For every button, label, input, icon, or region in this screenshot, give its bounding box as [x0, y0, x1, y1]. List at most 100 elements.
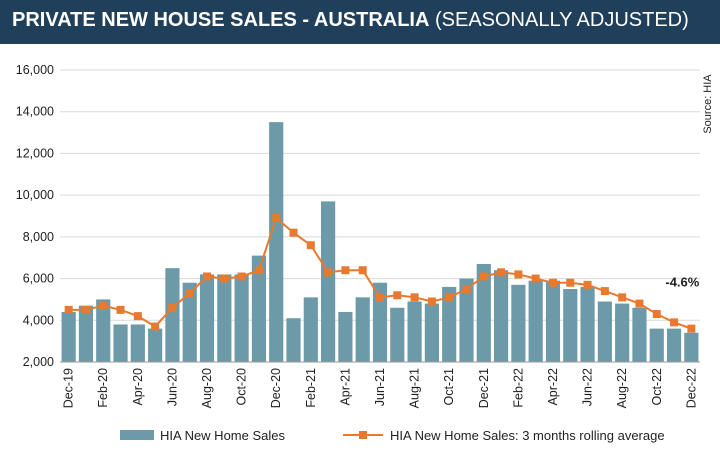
line-marker	[99, 301, 108, 310]
bar	[113, 324, 128, 362]
legend-swatch-marker	[359, 431, 367, 439]
line-marker	[272, 214, 281, 223]
line-marker	[600, 287, 609, 296]
bar	[234, 274, 249, 362]
bar	[563, 289, 578, 362]
bar	[355, 297, 370, 362]
source-label: Source: HIA	[702, 74, 714, 134]
line-marker	[358, 266, 367, 275]
legend-label-line: HIA New Home Sales: 3 months rolling ave…	[390, 428, 665, 443]
line-marker	[376, 293, 384, 302]
bar	[321, 201, 336, 362]
line-marker	[168, 303, 177, 312]
x-tick-label: Apr-20	[131, 368, 145, 406]
bar	[684, 332, 699, 362]
x-tick-label: Apr-21	[338, 368, 352, 406]
bar	[286, 318, 301, 362]
x-axis: Dec-19 Feb-20 Apr-20 Jun-20 Aug-20 Oct-20 Dec-…	[60, 361, 700, 408]
line-marker	[81, 305, 90, 314]
y-tick-label: 10,000	[16, 188, 54, 202]
bar	[96, 299, 111, 362]
bar	[528, 280, 543, 362]
line-marker	[618, 293, 627, 302]
bar	[545, 280, 561, 362]
line-marker	[566, 278, 575, 287]
x-tick-label: Feb-20	[96, 368, 110, 408]
line-marker	[652, 310, 661, 319]
bar	[148, 328, 163, 362]
x-tick-label: Feb-22	[511, 368, 525, 408]
bar-series	[61, 122, 699, 363]
line-marker	[116, 305, 125, 314]
bar	[632, 307, 647, 362]
bar	[511, 284, 526, 362]
legend: HIA New Home Sales HIA New Home Sales: 3…	[120, 428, 665, 443]
line-marker	[670, 318, 679, 327]
y-tick-label: 14,000	[16, 105, 54, 119]
line-marker	[151, 322, 160, 331]
line-marker	[531, 274, 540, 283]
chart-title-main: PRIVATE NEW HOUSE SALES - AUSTRALIA	[12, 9, 430, 31]
line-marker	[635, 299, 644, 308]
title-bar: PRIVATE NEW HOUSE SALES - AUSTRALIA (SEA…	[0, 0, 720, 44]
x-tick-label: Oct-22	[650, 368, 664, 406]
legend-label-bar: HIA New Home Sales	[160, 428, 285, 443]
bar	[217, 274, 232, 362]
line-marker	[393, 291, 402, 300]
x-tick-label: Dec-22	[684, 368, 698, 408]
bar	[251, 255, 267, 362]
bar	[442, 286, 457, 362]
line-marker	[479, 272, 488, 281]
x-tick-label: Oct-21	[442, 368, 456, 406]
line-marker	[427, 297, 436, 306]
x-tick-label: Aug-20	[200, 368, 214, 408]
line-marker	[237, 272, 246, 281]
bar	[338, 311, 353, 362]
bar	[580, 286, 595, 362]
line-marker	[185, 289, 194, 298]
bar	[303, 297, 318, 362]
x-tick-label: Jun-20	[165, 368, 179, 406]
y-tick-label: 8,000	[23, 230, 54, 244]
y-tick-label: 16,000	[16, 63, 54, 77]
x-tick-label: Aug-22	[615, 368, 629, 408]
y-axis: 2,000 4,000 6,000 8,000 10,000 12,000 14,000 16…	[16, 63, 54, 369]
bar	[390, 307, 405, 362]
line-marker	[324, 268, 333, 277]
bar	[476, 263, 491, 362]
bar	[649, 328, 664, 362]
line-marker	[514, 270, 523, 279]
bar	[597, 301, 612, 362]
bar	[78, 305, 94, 362]
bar	[459, 278, 474, 362]
x-tick-label: Aug-21	[408, 368, 422, 408]
line-marker	[497, 268, 506, 277]
line-marker	[687, 324, 696, 333]
x-tick-label: Jun-22	[581, 368, 595, 406]
line-marker	[306, 241, 315, 250]
x-tick-label: Dec-19	[62, 368, 76, 408]
chart-title: PRIVATE NEW HOUSE SALES - AUSTRALIA (SEA…	[12, 9, 689, 32]
bar	[493, 270, 509, 362]
legend-swatch-bar	[120, 430, 154, 440]
bar	[372, 282, 388, 362]
x-tick-label: Dec-20	[269, 368, 283, 408]
y-tick-label: 6,000	[23, 272, 54, 286]
x-tick-label: Feb-21	[304, 368, 318, 408]
bar	[165, 268, 180, 362]
x-tick-label: Oct-20	[235, 368, 249, 406]
bar	[615, 303, 630, 362]
line-marker	[583, 280, 592, 289]
line-marker	[462, 285, 471, 293]
chart-title-sub: (SEASONALLY ADJUSTED)	[434, 9, 689, 31]
y-tick-label: 2,000	[23, 355, 54, 369]
line-marker	[64, 305, 73, 314]
x-tick-label: Apr-22	[546, 368, 560, 406]
line-marker	[254, 266, 263, 275]
line-marker	[410, 293, 419, 302]
line-series	[64, 214, 696, 333]
line-marker	[220, 274, 229, 283]
bar	[269, 122, 284, 363]
bar	[666, 328, 682, 362]
line-marker	[133, 312, 142, 321]
